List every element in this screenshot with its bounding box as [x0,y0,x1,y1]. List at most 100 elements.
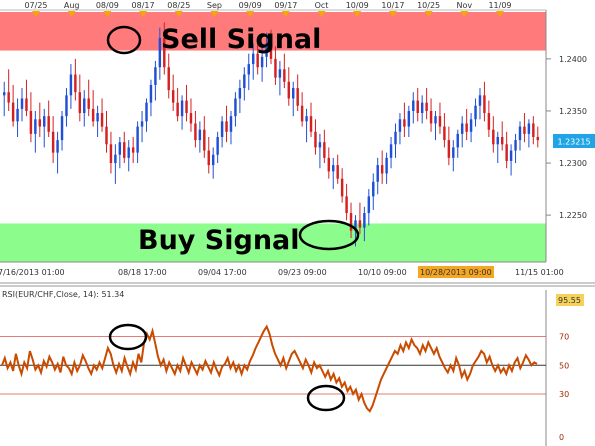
bottom-axis-label: 11/15 01:00 [515,268,564,277]
event-marker-icon [353,11,362,17]
buy-zone [0,223,546,262]
event-marker-icon [67,11,76,17]
candle-body [340,178,344,197]
candle-body [65,95,68,117]
candle-body [16,108,19,122]
candle-body [91,108,95,122]
candle-body [256,53,259,68]
last-price-label: 1.23215 [557,138,590,147]
candle-body [416,100,419,114]
price-tick-label: 1.2250 [559,211,587,220]
rsi-level-label: 0 [559,433,564,442]
candle-body [349,213,353,231]
candle-body [505,144,508,161]
candle-body [96,113,99,122]
bottom-axis-labels: 7/16/2013 01:00 08/18 17:00 09/04 17:00 09/… [0,266,564,278]
candle-body [69,74,73,96]
candle-body [305,116,308,122]
candle-body [229,116,233,132]
candle-body [114,154,117,164]
candle-body [20,98,24,109]
event-marker-icon [210,11,219,17]
candle-body [412,100,415,111]
event-marker-icon [424,11,433,17]
candle-body [131,147,135,153]
top-axis-labels: 07/25 Aug 08/09 08/17 08/25 Sep 09/09 09/17 Oct 1… [24,1,512,17]
price-axis-ticks: 1.2400 1.2350 1.2300 1.2250 [546,55,587,220]
top-axis-background [0,0,595,10]
candle-body [438,116,442,127]
candle-body [376,165,379,182]
rsi-indicator-label: RSI(EUR/CHF,Close, 14): 51.34 [2,290,124,299]
candle-body [56,140,59,153]
event-marker-icon [32,11,40,17]
candle-body [527,123,531,134]
candle-body [452,147,455,158]
candle-body [354,220,357,231]
candle-body [363,213,366,228]
bottom-axis-label: 08/18 17:00 [118,268,167,277]
candle-body [336,165,339,179]
top-axis-label: 09/17 [274,1,297,10]
event-marker-icon [281,11,290,17]
candle-body [474,105,477,120]
candle-body [3,92,6,96]
candle-body [127,147,130,158]
candle-body [185,100,188,114]
candle-body [532,123,535,137]
candle-body [87,98,90,109]
top-axis-label: Nov [456,1,472,10]
candle-body [287,81,291,99]
candle-body [332,165,335,172]
candle-body [456,133,459,148]
candle-body [469,119,473,132]
candle-body [74,74,77,93]
candle-body [425,102,428,111]
candle-body [447,140,451,158]
candle-body [109,144,113,164]
candle-body [140,121,144,127]
candle-body [407,110,411,127]
event-marker-icon [460,11,469,17]
candle-body [443,126,446,141]
top-axis-label: 10/17 [381,1,404,10]
candle-body [11,102,15,122]
candle-body [514,140,517,151]
top-axis-label: 08/17 [132,1,155,10]
top-axis-label: Sep [207,1,222,10]
sell-signal-label: Sell Signal [161,24,321,55]
rsi-max-box [556,294,584,306]
candle-body [403,119,406,127]
price-tick-label: 1.2400 [559,55,587,64]
bottom-axis-label: 7/16/2013 01:00 [0,268,65,277]
price-tick-label: 1.2300 [559,159,587,168]
rsi-level-label: 30 [559,390,569,399]
candle-body [292,88,295,99]
candle-body [345,196,348,214]
candle-body [492,129,495,145]
candle-body [460,123,464,134]
bottom-axis-label: 09/04 17:00 [198,268,247,277]
candle-body [314,131,317,148]
rsi-level-lines: 70 50 30 0 [0,333,569,442]
candle-body [234,98,237,117]
candle-body [100,113,104,127]
candle-body [29,110,33,134]
candle-body [194,123,197,141]
event-marker-icon [496,11,504,17]
rsi-level-label: 50 [559,361,569,370]
candle-body [34,119,37,134]
candle-body [167,67,170,91]
event-marker-icon [139,11,148,17]
candle-body [51,131,55,153]
candle-body [434,116,437,124]
candle-body [220,121,224,137]
rsi-overbought-circle [108,323,148,351]
candle-body [198,129,202,141]
candlestick-series [3,22,539,247]
candle-body [171,90,175,103]
candle-body [487,113,491,130]
candle-body [25,98,28,111]
candle-body [216,137,219,155]
rsi-line [1,324,538,413]
